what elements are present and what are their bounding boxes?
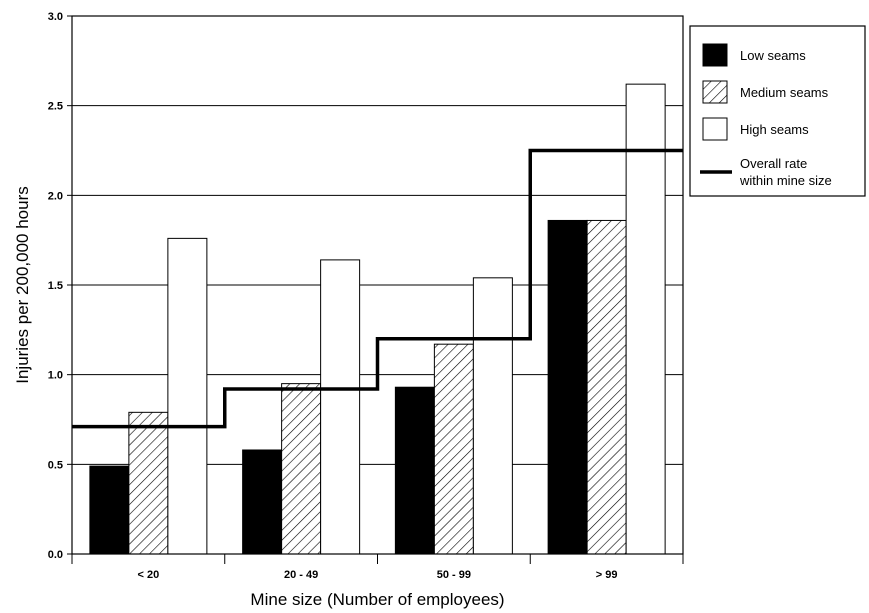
bar-medium-seams: [281, 383, 322, 555]
bar-high-seams: [167, 237, 208, 555]
bar-high-seams: [320, 259, 361, 555]
y-tick-label: 0.0: [48, 549, 63, 561]
x-axis-title: Mine size (Number of employees): [250, 590, 504, 609]
y-tick-label: 1.5: [48, 280, 63, 292]
bar-low-seams: [394, 386, 435, 555]
legend-swatch: [702, 43, 728, 67]
bar-medium-seams: [128, 411, 169, 555]
legend-swatch: [702, 80, 728, 104]
axes: [67, 15, 684, 564]
bar-medium-seams: [433, 343, 474, 555]
x-tick-label: 50 - 99: [437, 569, 471, 581]
plot-frame: [71, 15, 684, 555]
bar-low-seams: [242, 449, 283, 555]
y-tick-label: 0.5: [48, 459, 63, 471]
x-tick-label: > 99: [596, 569, 618, 581]
y-tick-label: 1.0: [48, 370, 63, 382]
legend-label: High seams: [740, 122, 809, 137]
x-tick-label: < 20: [138, 569, 160, 581]
bar-medium-seams: [586, 219, 627, 555]
legend: Low seams Medium seams High seams Overall r…: [689, 25, 866, 197]
overall-rate-line: [72, 148, 683, 429]
y-axis-title: Injuries per 200,000 hours: [13, 186, 32, 384]
y-tick-label: 2.5: [48, 101, 63, 113]
overall-rate-group: [72, 148, 683, 429]
legend-label: Overall rate: [740, 156, 807, 171]
bars-group: [89, 83, 666, 555]
x-tick-label: 20 - 49: [284, 569, 318, 581]
y-tick-labels: 0.0 0.5 1.0 1.5 2.0 2.5 3.0: [48, 11, 63, 561]
legend-label: Medium seams: [740, 85, 829, 100]
bar-high-seams: [472, 277, 513, 555]
legend-swatch: [702, 117, 728, 141]
legend-label: within mine size: [739, 173, 832, 188]
y-tick-label: 3.0: [48, 11, 63, 23]
bar-low-seams: [89, 465, 130, 555]
bar-high-seams: [625, 83, 666, 555]
x-tick-labels: < 20 20 - 49 50 - 99 > 99: [138, 569, 618, 581]
bar-low-seams: [547, 219, 588, 555]
legend-label: Low seams: [740, 48, 806, 63]
y-tick-label: 2.0: [48, 190, 63, 202]
